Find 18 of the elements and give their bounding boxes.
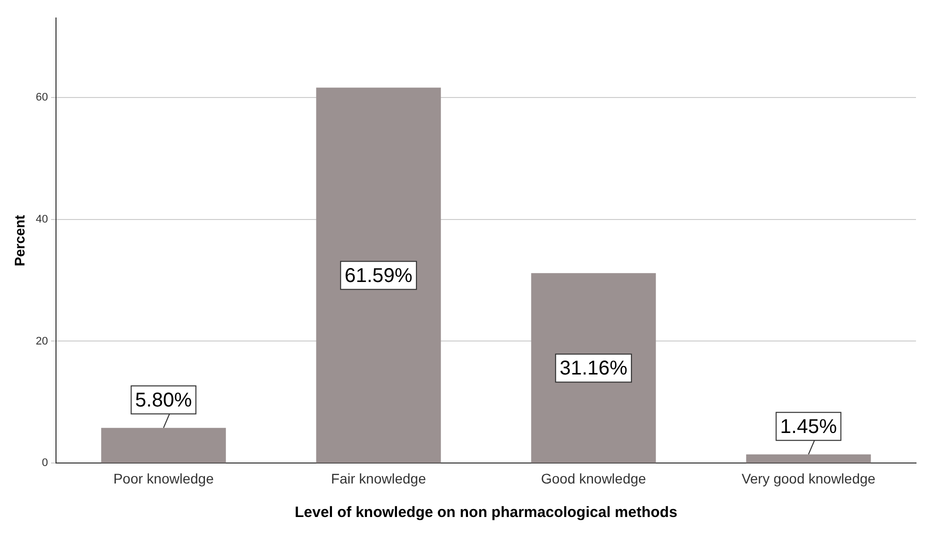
bar bbox=[316, 88, 441, 463]
bar bbox=[101, 428, 226, 463]
data-label: 31.16% bbox=[560, 358, 628, 380]
data-label: 1.45% bbox=[780, 416, 838, 438]
bar bbox=[746, 454, 871, 463]
x-tick-label: Poor knowledge bbox=[113, 470, 214, 486]
x-tick-label: Good knowledge bbox=[540, 470, 646, 486]
bar bbox=[531, 273, 656, 463]
y-tick-label: 0 bbox=[42, 457, 48, 470]
x-tick-label: Fair knowledge bbox=[331, 470, 426, 486]
y-axis-title: Percent bbox=[11, 214, 28, 266]
data-label: 61.59% bbox=[344, 264, 413, 287]
y-tick-label: 40 bbox=[36, 213, 48, 226]
x-axis-title: Level of knowledge on non pharmacological methods bbox=[294, 504, 678, 522]
y-tick-label: 60 bbox=[36, 91, 48, 104]
data-label: 5.80% bbox=[135, 389, 192, 412]
y-tick-label: 20 bbox=[36, 335, 48, 348]
x-tick-label: Very good knowledge bbox=[742, 470, 876, 486]
